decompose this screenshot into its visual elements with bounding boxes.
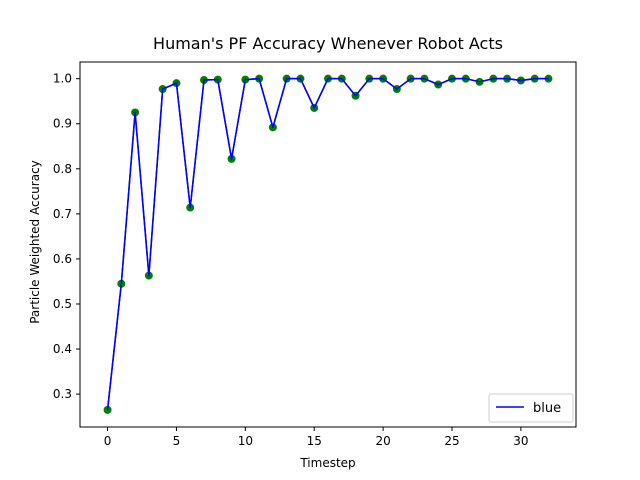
x-tick-label: 15 <box>307 434 322 448</box>
series-segment <box>230 78 247 160</box>
y-tick-label: 0.7 <box>53 207 72 221</box>
series-segment <box>341 77 357 97</box>
x-tick-label: 25 <box>444 434 459 448</box>
series-segment <box>244 77 260 81</box>
series-segment <box>148 88 164 277</box>
y-tick-label: 0.9 <box>53 117 72 131</box>
plot-area <box>103 74 553 414</box>
series-segment <box>313 77 329 109</box>
series-segment <box>106 282 123 411</box>
legend-label: blue <box>533 401 561 416</box>
y-tick-label: 1.0 <box>53 72 72 86</box>
series-segment <box>396 77 412 90</box>
series-segment <box>354 77 371 97</box>
series-segment <box>506 77 522 82</box>
y-tick-label: 0.3 <box>53 387 72 401</box>
series-segment <box>465 77 481 83</box>
axes: 0 5 10 15 20 25 30 0.3 0.4 0.5 0.6 0.7 0.8 0.9 1.0 <box>53 61 577 448</box>
series-segment <box>520 77 536 82</box>
series-segment <box>189 79 205 209</box>
series-segment <box>161 82 178 90</box>
series-segment <box>120 111 136 285</box>
y-tick-label: 0.8 <box>53 162 72 176</box>
y-axis-label: Particle Weighted Accuracy <box>28 160 42 324</box>
series-segment <box>175 82 191 209</box>
x-tick-label: 0 <box>104 434 112 448</box>
series-segment <box>258 77 274 129</box>
y-tick-label: 0.4 <box>53 342 72 356</box>
series-segment <box>382 77 398 90</box>
x-tick-label: 10 <box>238 434 253 448</box>
x-tick-label: 30 <box>513 434 528 448</box>
y-tick-label: 0.5 <box>53 297 72 311</box>
x-tick-label: 5 <box>173 434 181 448</box>
legend: blue <box>488 393 574 423</box>
chart-title: Human's PF Accuracy Whenever Robot Acts <box>153 34 503 53</box>
series-segment <box>272 77 288 129</box>
axes-frame <box>79 61 577 428</box>
x-tick-label: 20 <box>375 434 390 448</box>
x-axis-label: Timestep <box>299 456 355 470</box>
legend-box <box>488 393 574 423</box>
series-segment <box>478 77 495 83</box>
y-tick-label: 0.6 <box>53 252 72 266</box>
series-segment <box>134 111 150 277</box>
series-segment <box>299 77 315 109</box>
series-segment <box>217 78 233 160</box>
series-segment <box>423 77 439 86</box>
series-segment <box>437 77 453 86</box>
